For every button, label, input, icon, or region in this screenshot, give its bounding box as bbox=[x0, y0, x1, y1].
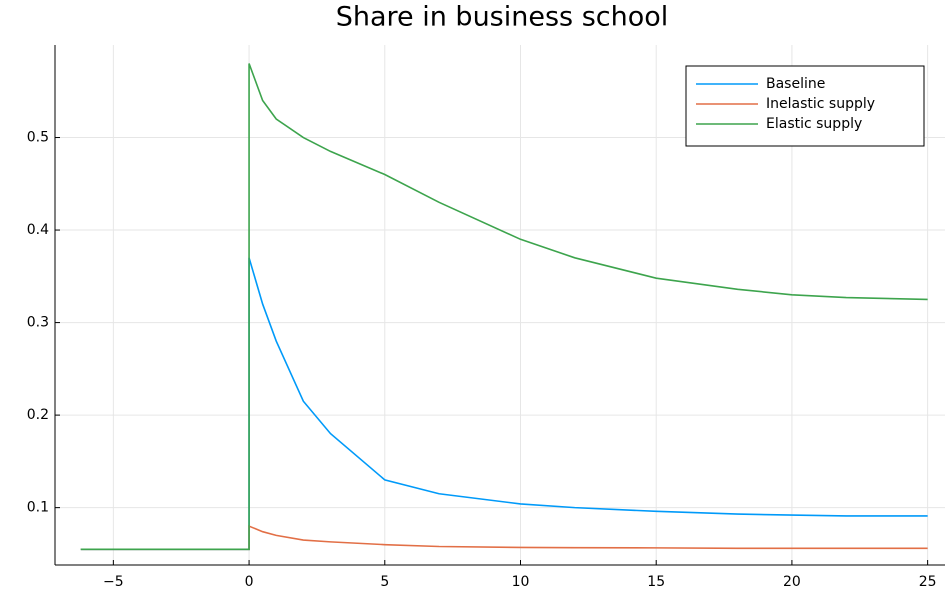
legend-label: Elastic supply bbox=[766, 116, 862, 132]
y-tick-label: 0.4 bbox=[27, 222, 49, 238]
y-tick-label: 0.1 bbox=[27, 500, 49, 516]
x-tick-label: 25 bbox=[919, 574, 937, 590]
x-tick-label: 5 bbox=[380, 574, 389, 590]
series-line bbox=[80, 257, 928, 551]
x-tick-label: −5 bbox=[103, 574, 124, 590]
legend-label: Baseline bbox=[766, 76, 825, 92]
series-line bbox=[80, 63, 928, 551]
series-line bbox=[80, 524, 928, 551]
legend-label: Inelastic supply bbox=[766, 96, 875, 112]
legend-box bbox=[685, 65, 925, 147]
x-tick-label: 0 bbox=[245, 574, 254, 590]
x-tick-label: 15 bbox=[647, 574, 665, 590]
x-tick-label: 10 bbox=[512, 574, 530, 590]
x-tick-label: 20 bbox=[783, 574, 801, 590]
chart-title: Share in business school bbox=[336, 2, 669, 33]
y-tick-label: 0.5 bbox=[27, 130, 49, 146]
y-tick-label: 0.2 bbox=[27, 407, 49, 423]
y-tick-label: 0.3 bbox=[27, 315, 49, 331]
